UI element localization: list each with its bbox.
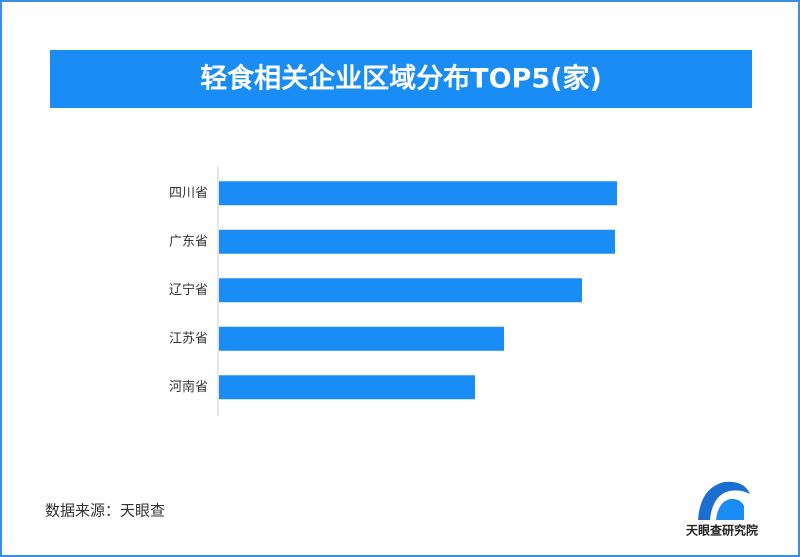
bar bbox=[219, 181, 617, 206]
bar bbox=[219, 326, 504, 351]
title-banner bbox=[50, 50, 752, 108]
brand: 天眼查研究院 bbox=[686, 523, 758, 538]
y-tick-label: 江苏省 bbox=[169, 330, 208, 346]
bar bbox=[219, 278, 582, 303]
y-tick-label: 四川省 bbox=[169, 186, 208, 201]
bar bbox=[219, 229, 615, 254]
y-tick-label: 广东省 bbox=[169, 234, 208, 249]
y-tick-label: 辽宁省 bbox=[169, 282, 208, 298]
bar bbox=[219, 375, 475, 400]
chart-title: 轻食相关企业区域分布TOP5(家) bbox=[200, 63, 602, 95]
y-tick-label: 河南省 bbox=[169, 379, 208, 395]
logo bbox=[698, 481, 750, 520]
source: 数据来源：天眼查 bbox=[45, 502, 165, 520]
